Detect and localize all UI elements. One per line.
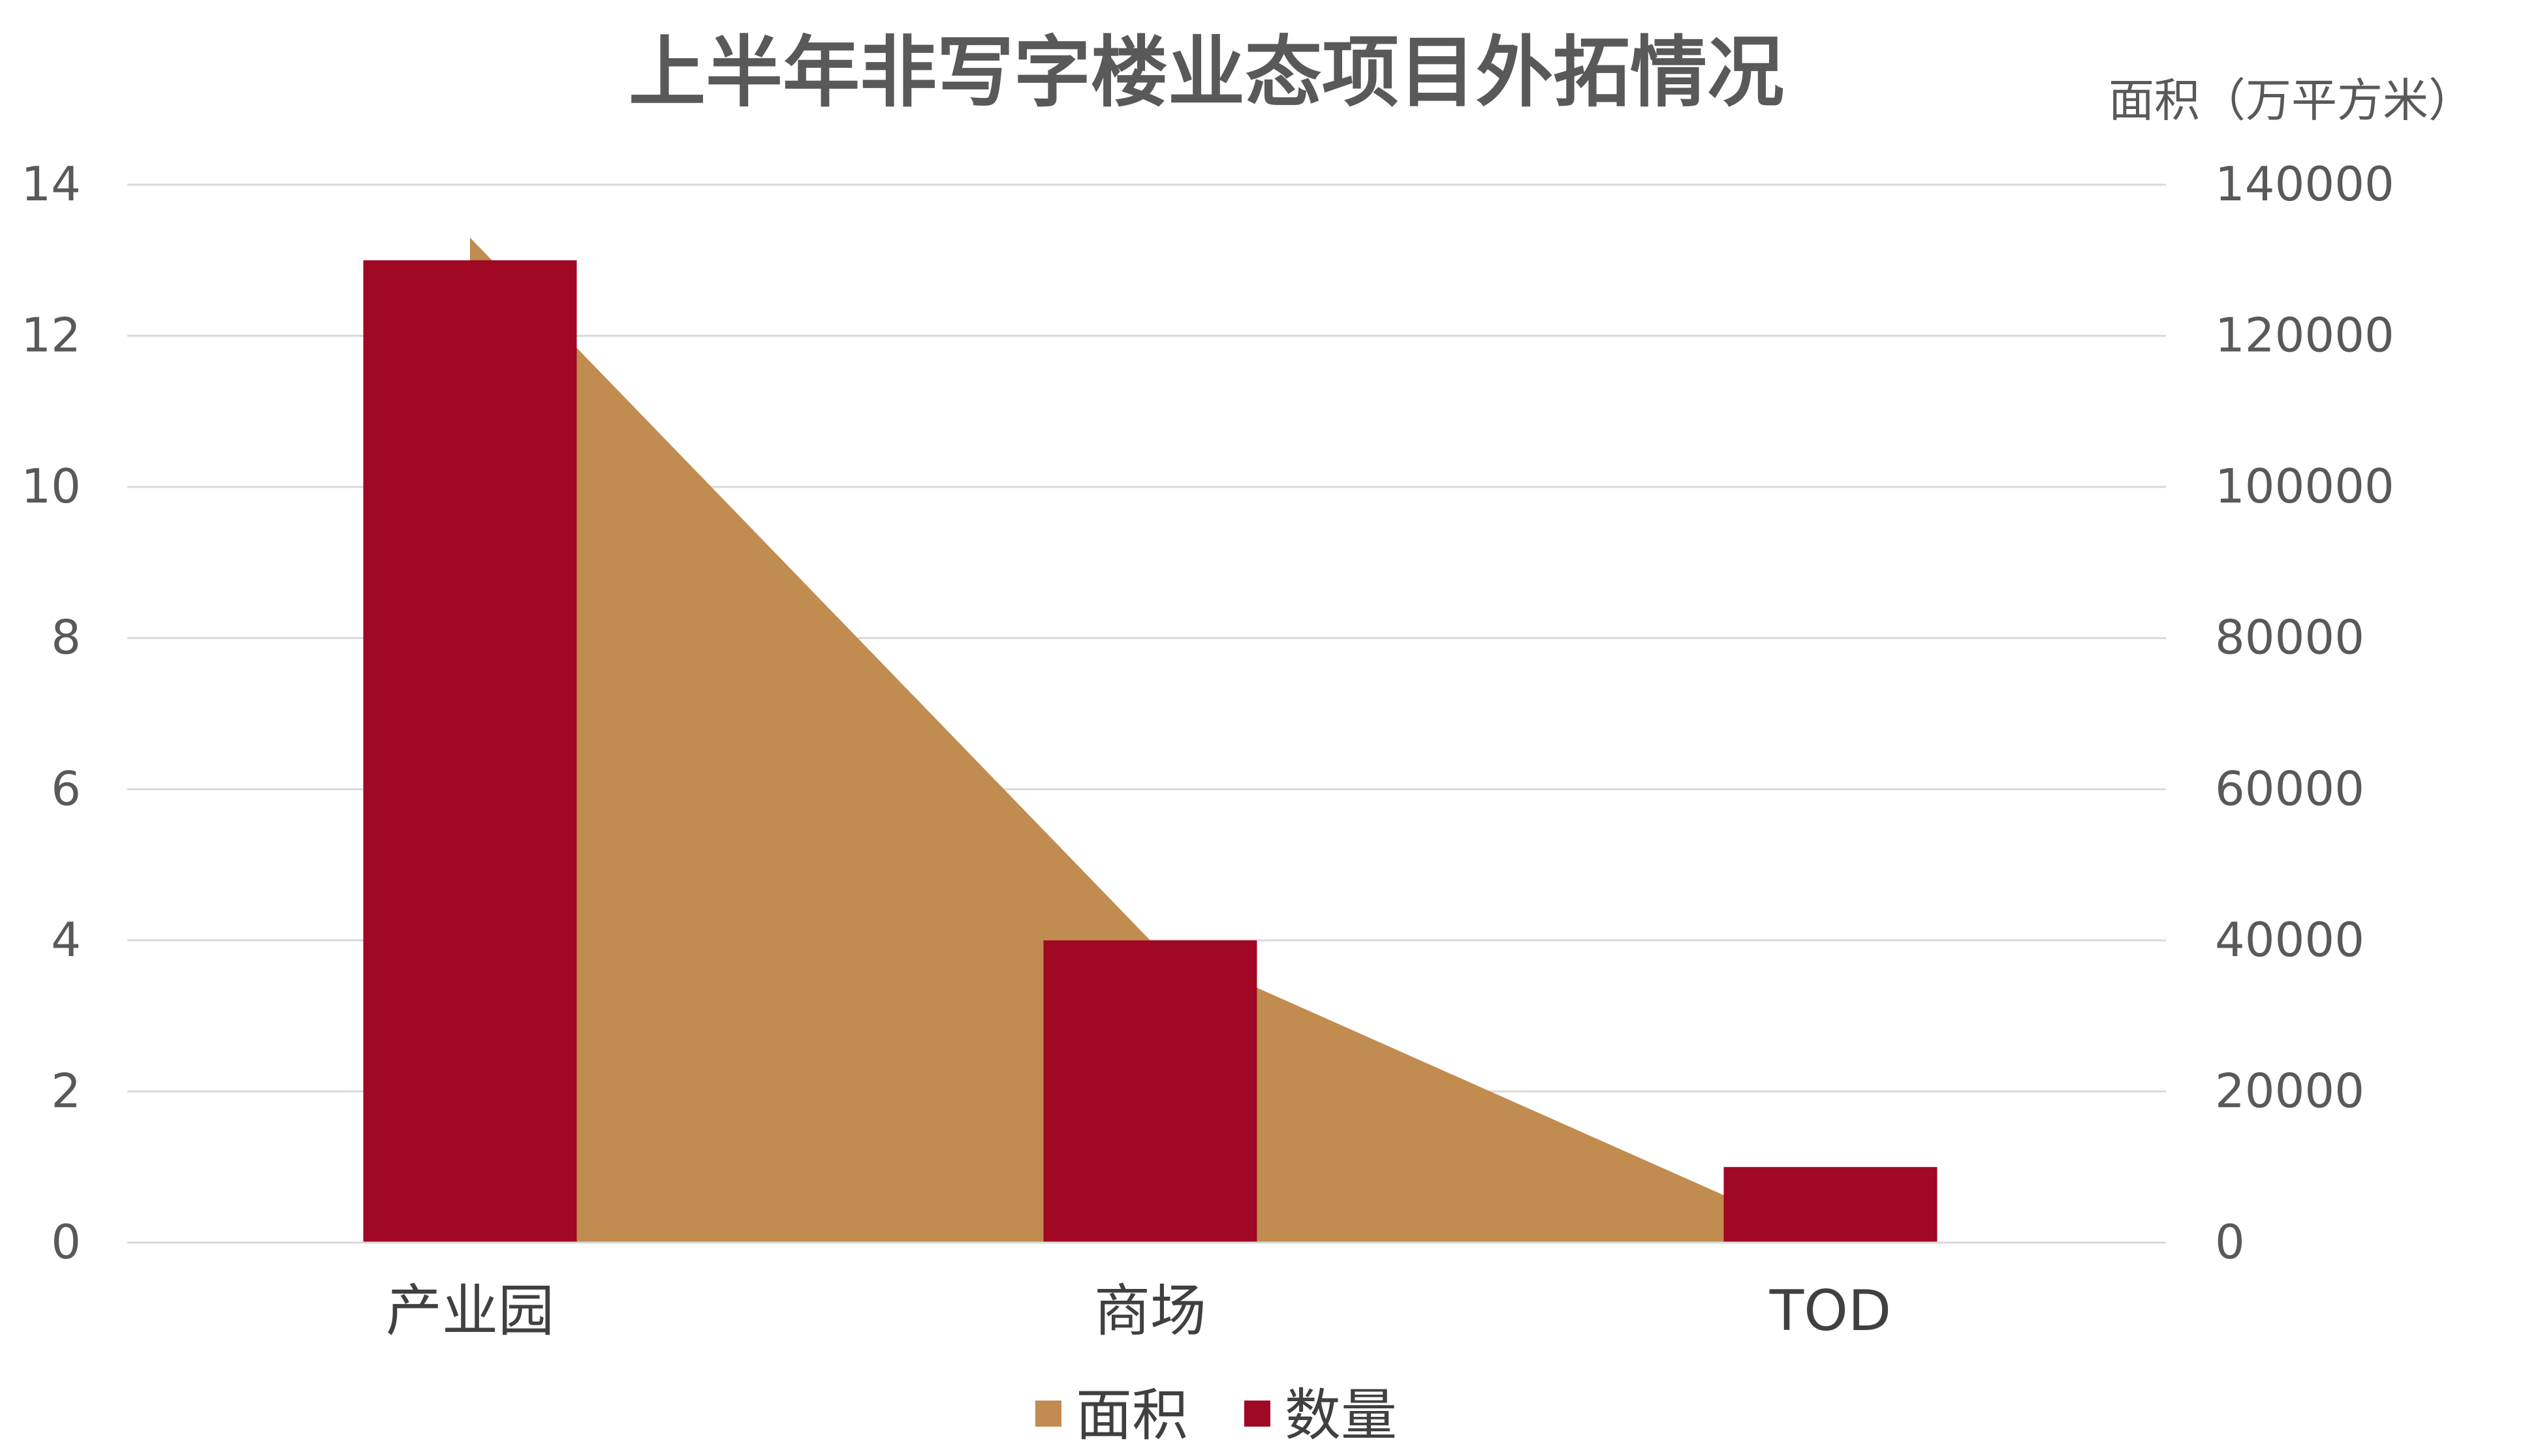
legend-label: 数量	[1285, 1383, 1397, 1448]
bar-TOD	[1723, 1167, 1937, 1243]
bar-series	[363, 260, 1937, 1243]
left-tick-label: 10	[21, 459, 81, 514]
legend: 面积 数量	[1035, 1383, 1397, 1448]
bar-商场	[1043, 940, 1257, 1243]
area-面积	[470, 238, 1830, 1243]
right-tick-label: 120000	[2215, 308, 2394, 363]
right-tick-label: 140000	[2215, 157, 2394, 211]
category-labels: 产业园 商场 TOD	[386, 1278, 1891, 1344]
area-series	[470, 238, 1830, 1243]
left-tick-label: 0	[51, 1215, 81, 1269]
left-axis-ticks: 0 2 4 6 8 10 12 14	[21, 157, 81, 1269]
category-label: TOD	[1769, 1278, 1891, 1344]
chart-title: 上半年非写字楼业态项目外拓情况	[629, 27, 1784, 117]
right-axis-label: 面积（万平方米）	[2109, 74, 2474, 127]
category-label: 商场	[1094, 1278, 1206, 1344]
right-tick-label: 20000	[2215, 1063, 2364, 1118]
right-tick-label: 80000	[2215, 610, 2364, 665]
right-tick-label: 100000	[2215, 459, 2394, 514]
left-tick-label: 4	[51, 912, 81, 967]
left-tick-label: 2	[51, 1063, 81, 1118]
legend-swatch-数量	[1244, 1401, 1270, 1427]
category-label: 产业园	[386, 1278, 554, 1344]
left-tick-label: 6	[51, 761, 81, 816]
right-tick-label: 60000	[2215, 761, 2364, 816]
right-axis-ticks: 0 20000 40000 60000 80000 100000 120000 140000	[2215, 157, 2394, 1269]
bar-产业园	[363, 260, 577, 1243]
legend-label: 面积	[1076, 1383, 1188, 1448]
left-tick-label: 12	[21, 308, 81, 363]
left-tick-label: 14	[21, 157, 81, 211]
right-tick-label: 0	[2215, 1215, 2245, 1269]
right-tick-label: 40000	[2215, 912, 2364, 967]
legend-swatch-面积	[1035, 1401, 1061, 1427]
left-tick-label: 8	[51, 610, 81, 665]
